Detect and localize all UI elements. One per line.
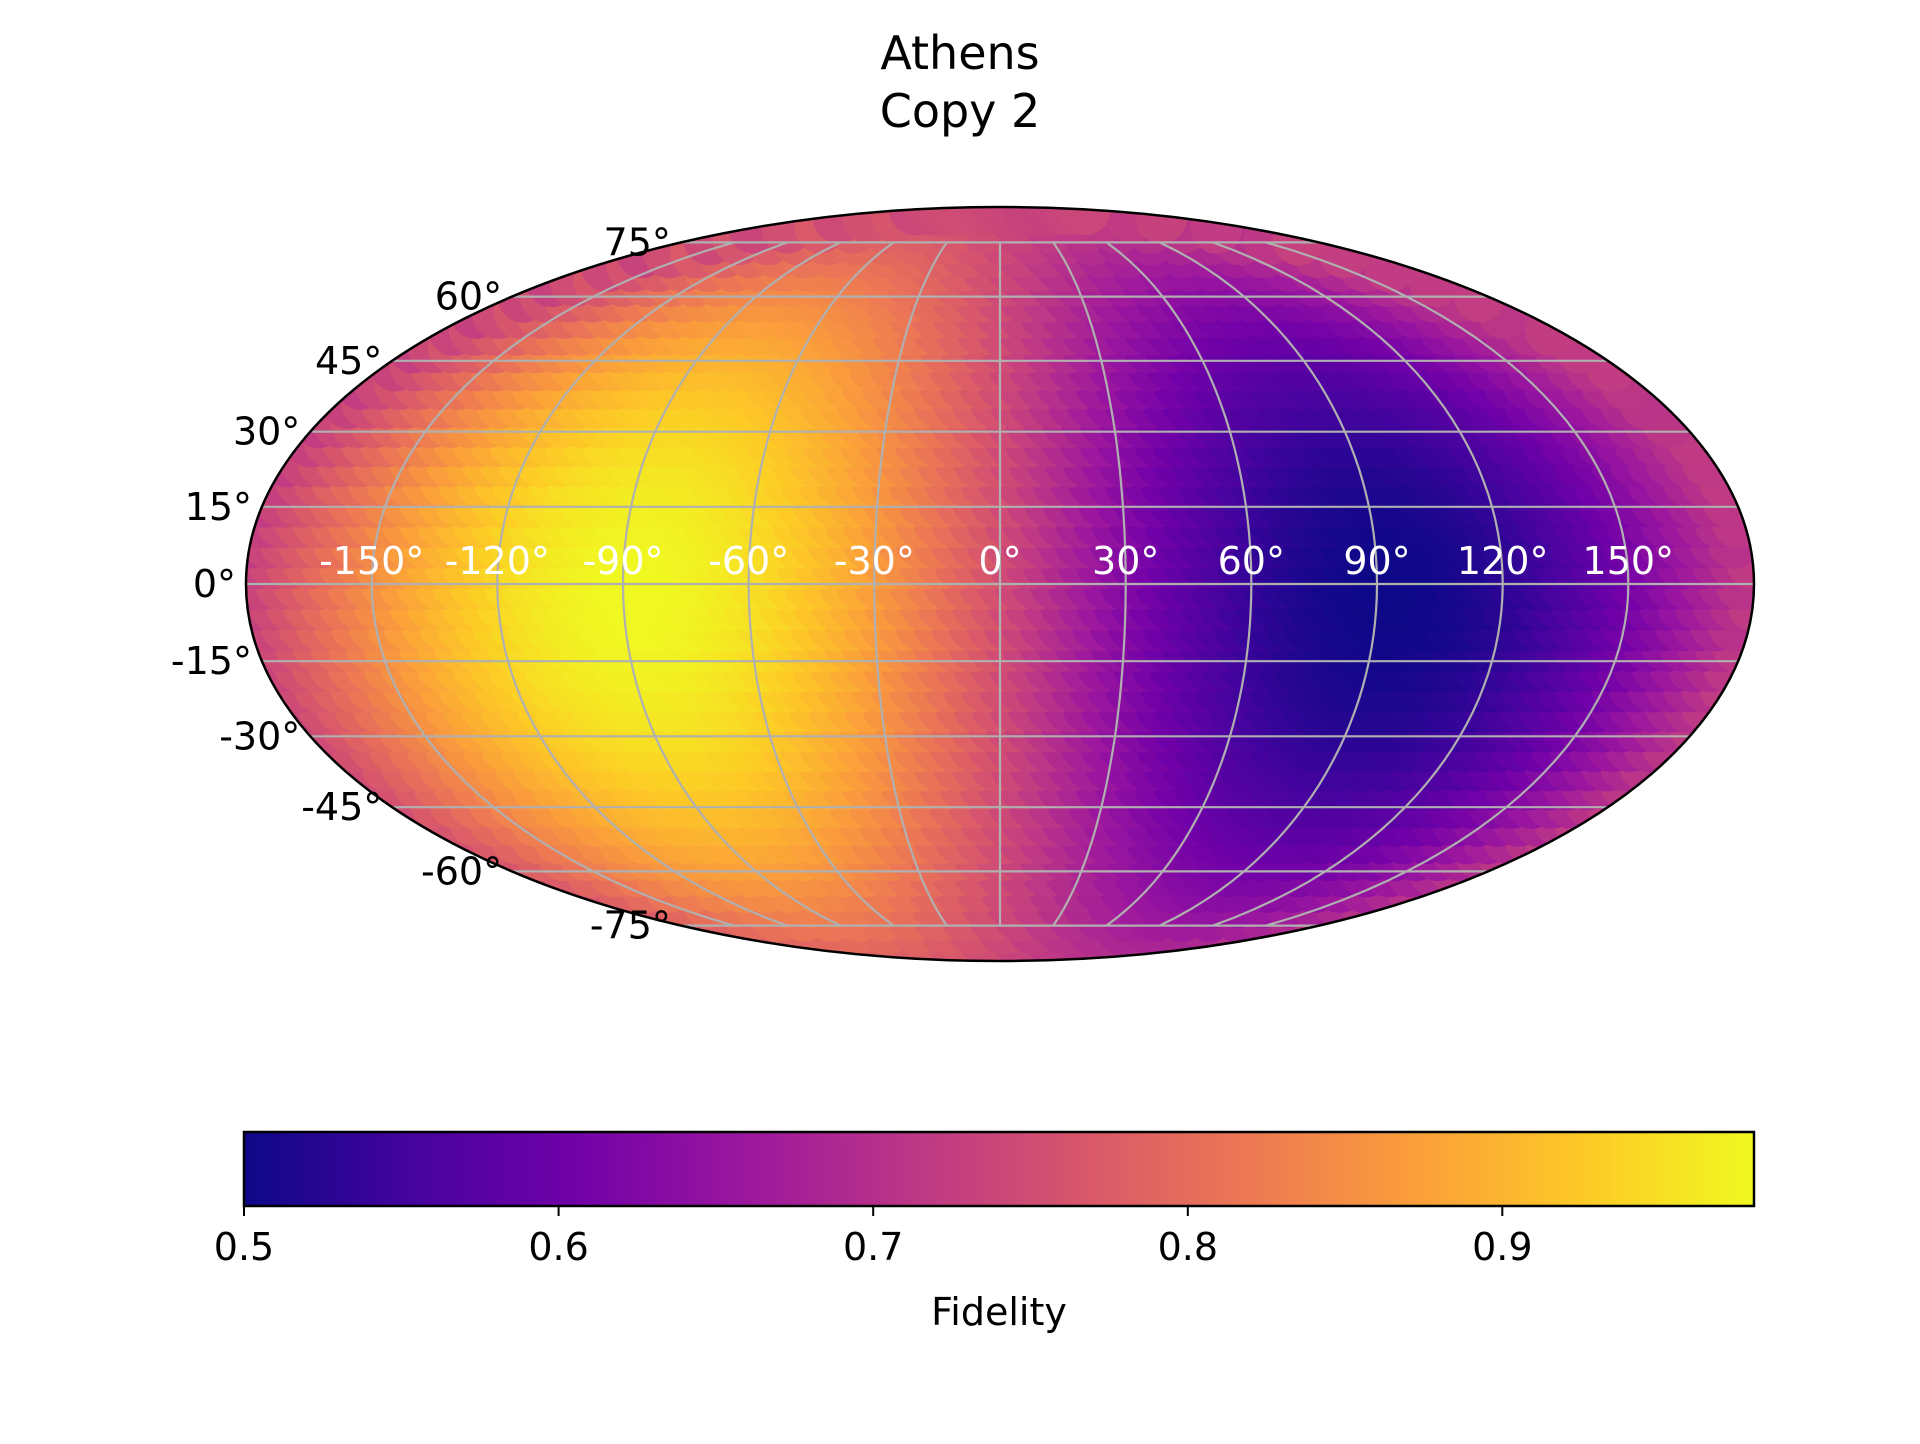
longitude-label: 60° [1218, 539, 1285, 583]
latitude-label: -60° [421, 849, 502, 893]
meridian-line [1159, 241, 1379, 927]
latitude-label: 75° [604, 220, 671, 264]
latitude-label: -15° [171, 639, 252, 683]
fidelity-heatmap [246, 207, 1754, 961]
title-block: Athens Copy 2 [0, 24, 1920, 140]
longitude-label: -60° [708, 539, 789, 583]
chart-title: Athens [880, 26, 1040, 80]
latitude-labels: 75° 60° 45° 30° 15° 0° -15° -30°-45° -60° -75° [171, 220, 671, 947]
colorbar-ticks: 0.5 0.6 0.7 0.8 0.9 [214, 1206, 1533, 1269]
meridian-line [873, 241, 948, 927]
meridian-line [496, 241, 788, 927]
colorbar-label: Fidelity [931, 1290, 1067, 1334]
meridian-line [1105, 241, 1253, 927]
longitude-label: -90° [582, 539, 663, 583]
longitude-label: 90° [1343, 539, 1410, 583]
colorbar-tick-label: 0.9 [1472, 1225, 1532, 1269]
heat-cell [1408, 255, 1461, 307]
colorbar-tick-label: 0.6 [528, 1225, 588, 1269]
meridian-line [747, 241, 895, 927]
colorbar-tick-label: 0.5 [214, 1225, 274, 1269]
longitude-label: 150° [1583, 539, 1675, 583]
longitude-label: 0° [978, 539, 1021, 583]
latitude-label: 15° [185, 485, 252, 529]
heat-cell [1318, 226, 1371, 279]
latitude-label: 60° [435, 275, 502, 319]
colorbar: 0.5 0.6 0.7 0.8 0.9 Fidelity [214, 1130, 1756, 1334]
meridian-line [1052, 241, 1127, 927]
latitude-label: -30° [219, 714, 300, 758]
latitude-label: 30° [233, 410, 300, 454]
heat-cell [1525, 303, 1578, 356]
latitude-label: 45° [315, 339, 382, 383]
longitude-label: -30° [834, 539, 915, 583]
latitude-label: 0° [193, 562, 236, 606]
latitude-label: -45° [301, 785, 382, 829]
chart-subtitle: Copy 2 [879, 84, 1041, 138]
latitude-label: -75° [590, 904, 671, 948]
map-outline [244, 205, 1756, 963]
meridian-line [621, 241, 841, 927]
longitude-label: 120° [1457, 539, 1549, 583]
longitude-label: -150° [319, 539, 424, 583]
graticule [246, 241, 1754, 927]
longitude-label: 30° [1092, 539, 1159, 583]
longitude-labels: -150° -120° -90° -60° -30° 0° 30° 60° 90° 120° 150… [319, 539, 1674, 583]
meridian-line [1265, 241, 1630, 927]
heat-cell [1135, 207, 1188, 244]
meridian-line [1212, 241, 1504, 927]
colorbar-tick-label: 0.7 [843, 1225, 903, 1269]
colorbar-gradient [242, 1130, 1756, 1208]
colorbar-tick-label: 0.8 [1158, 1225, 1218, 1269]
longitude-label: -120° [445, 539, 550, 583]
meridian-line [370, 241, 735, 927]
heat-cell [1190, 207, 1243, 254]
